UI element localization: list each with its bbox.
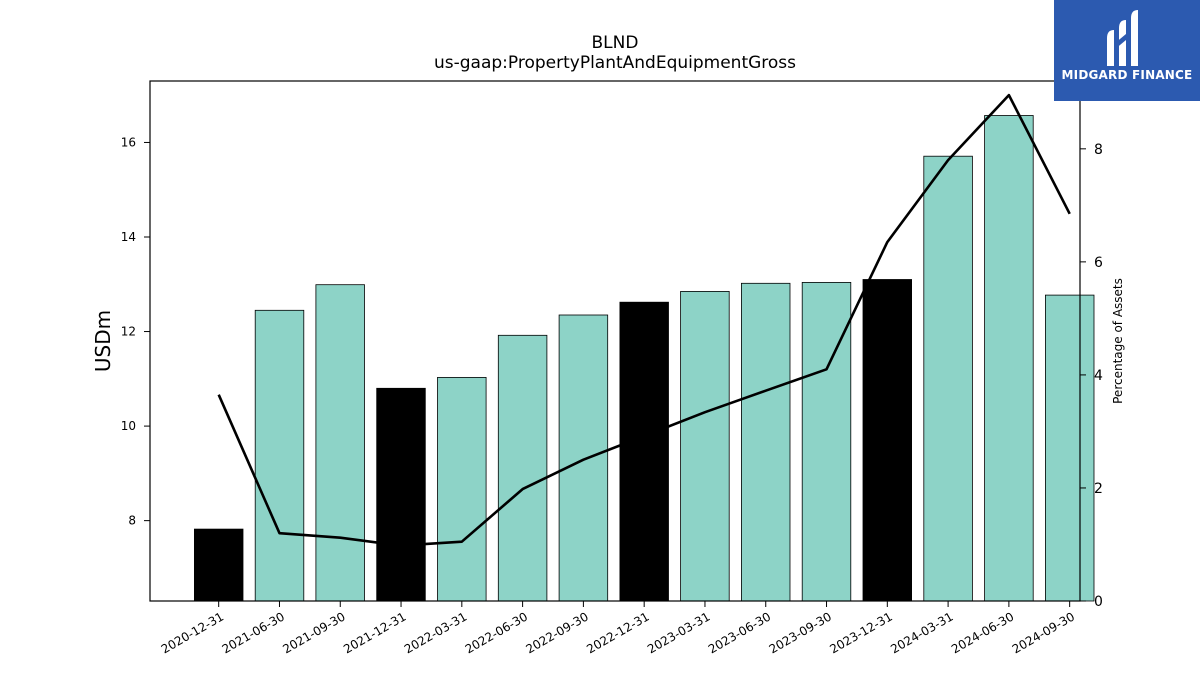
bar-2022-06-30: [497, 334, 548, 602]
bars-group: [193, 115, 1095, 602]
plot-frame: [149, 80, 1081, 602]
x-tick-label-2023-06-30: 2023-06-30: [706, 609, 773, 656]
bar-2023-06-30: [741, 282, 791, 602]
y2-tick-label-8: 8: [1094, 142, 1103, 158]
bar-2023-03-31: [680, 290, 730, 602]
x-tick-label-2022-12-31: 2022-12-31: [584, 609, 651, 656]
x-tick-label-2023-12-31: 2023-12-31: [827, 609, 894, 656]
x-tick-label-2020-12-31: 2020-12-31: [159, 609, 226, 656]
y-tick-label-10: 10: [121, 419, 136, 433]
logo-text: MIDGARD FINANCE: [1061, 68, 1193, 82]
line-group: [217, 93, 1071, 547]
x-tick-label-2022-09-30: 2022-09-30: [523, 609, 590, 656]
y2-tick-label-4: 4: [1094, 368, 1103, 384]
y-tick-label-8: 8: [128, 514, 136, 528]
chart-title: BLND: [592, 33, 639, 53]
x-axis: 2020-12-312021-06-302021-09-302021-12-31…: [159, 601, 1077, 656]
bar-2024-06-30: [984, 115, 1034, 602]
bar-2024-09-30: [1045, 294, 1095, 602]
x-tick-label-2022-06-30: 2022-06-30: [463, 609, 530, 656]
bar-2021-09-30: [315, 284, 365, 602]
y-axis-label: USDm: [91, 310, 115, 372]
bar-2021-06-30: [254, 309, 305, 602]
y2-tick-label-2: 2: [1094, 481, 1103, 497]
bar-2022-12-31: [619, 301, 669, 602]
y2-tick-label-0: 0: [1094, 594, 1103, 610]
logo: MIDGARD FINANCE: [1054, 0, 1200, 101]
percentage-line: [217, 93, 1071, 547]
bar-2024-03-31: [923, 155, 973, 602]
x-tick-label-2024-03-31: 2024-03-31: [888, 609, 955, 656]
x-tick-label-2024-09-30: 2024-09-30: [1010, 609, 1077, 656]
x-tick-label-2021-06-30: 2021-06-30: [220, 609, 287, 656]
y-tick-label-16: 16: [121, 135, 136, 149]
y-tick-label-12: 12: [121, 325, 136, 339]
bar-2020-12-31: [193, 528, 244, 602]
x-tick-label-2023-09-30: 2023-09-30: [767, 609, 834, 656]
bar-2021-12-31: [376, 387, 426, 602]
midgard-logo-icon: [1107, 10, 1138, 66]
y2-tick-label-6: 6: [1094, 255, 1103, 271]
y-tick-label-14: 14: [121, 230, 136, 244]
bar-2023-12-31: [862, 279, 912, 602]
bar-2022-03-31: [437, 376, 487, 602]
x-tick-label-2021-12-31: 2021-12-31: [341, 609, 408, 656]
x-tick-label-2021-09-30: 2021-09-30: [280, 609, 347, 656]
right-axis: 0 2 4 6 8: [1080, 142, 1103, 610]
y2-axis-label: Percentage of Assets: [1111, 278, 1125, 404]
x-tick-label-2024-06-30: 2024-06-30: [949, 609, 1016, 656]
x-tick-label-2022-03-31: 2022-03-31: [402, 609, 469, 656]
bar-2023-09-30: [801, 281, 852, 602]
bar-2022-09-30: [558, 314, 609, 602]
chart-subtitle: us-gaap:PropertyPlantAndEquipmentGross: [434, 53, 796, 73]
left-axis: 8 10 12 14 16: [121, 135, 150, 528]
x-tick-label-2023-03-31: 2023-03-31: [645, 609, 712, 656]
